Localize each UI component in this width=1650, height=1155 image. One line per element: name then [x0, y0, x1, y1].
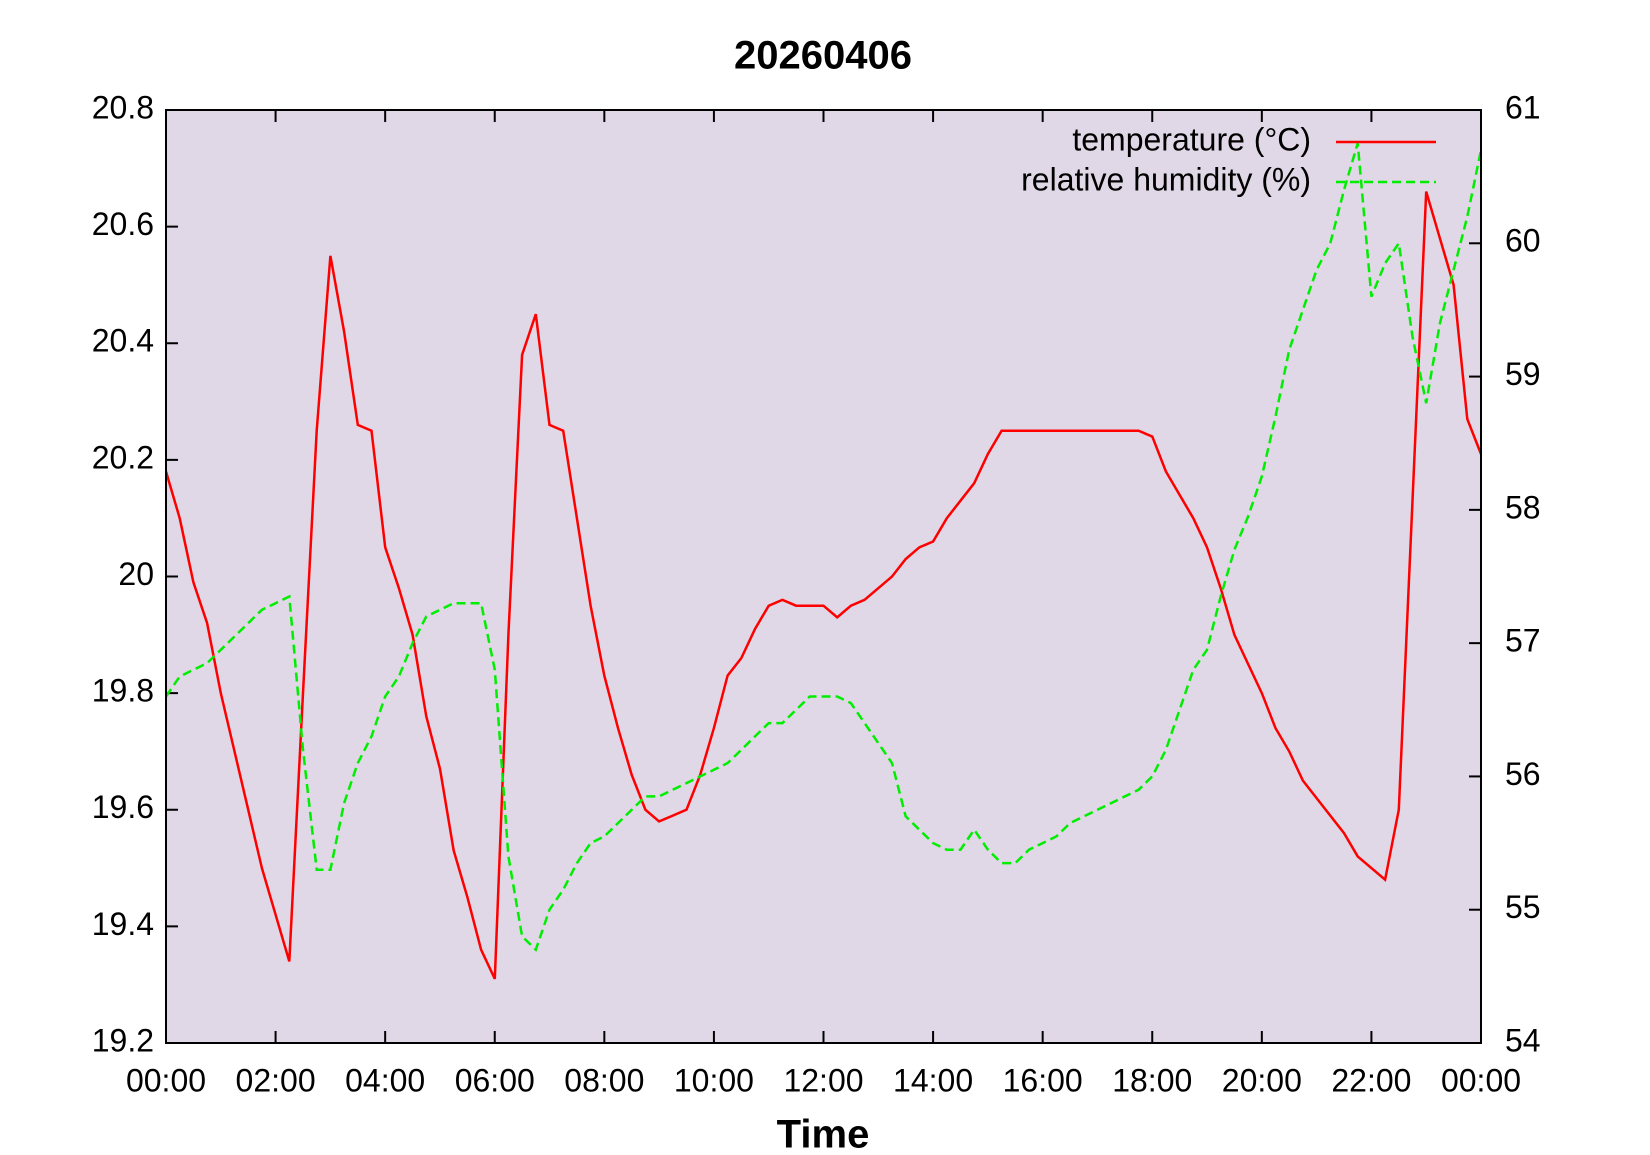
y-tick-label: 19.8	[92, 673, 154, 709]
y2-tick-label: 60	[1505, 223, 1541, 259]
x-tick-label: 02:00	[236, 1062, 316, 1098]
legend-label: relative humidity (%)	[1021, 161, 1311, 197]
y-tick-label: 20	[118, 556, 154, 592]
x-tick-label: 00:00	[126, 1062, 206, 1098]
y2-tick-label: 55	[1505, 889, 1541, 925]
chart-title: 20260406	[734, 34, 912, 78]
y2-tick-label: 59	[1505, 356, 1541, 392]
y2-tick-label: 54	[1505, 1022, 1541, 1058]
x-tick-label: 04:00	[345, 1062, 425, 1098]
x-tick-label: 10:00	[674, 1062, 754, 1098]
y-tick-label: 19.2	[92, 1022, 154, 1058]
x-tick-label: 08:00	[564, 1062, 644, 1098]
series-line	[164, 191, 1483, 980]
x-tick-label: 14:00	[893, 1062, 973, 1098]
legend-label: temperature (°C)	[1072, 121, 1311, 157]
y-tick-label: 19.6	[92, 789, 154, 825]
y-tick-label: 20.8	[92, 89, 154, 125]
y-tick-label: 19.4	[92, 906, 154, 942]
x-tick-label: 12:00	[783, 1062, 863, 1098]
x-tick-label: 06:00	[455, 1062, 535, 1098]
y-tick-label: 20.6	[92, 206, 154, 242]
x-tick-label: 00:00	[1441, 1062, 1521, 1098]
x-tick-label: 20:00	[1222, 1062, 1302, 1098]
y2-tick-label: 58	[1505, 489, 1541, 525]
y-tick-label: 20.4	[92, 323, 154, 359]
x-tick-label: 22:00	[1331, 1062, 1411, 1098]
plot-area	[166, 110, 1481, 1043]
y2-tick-label: 61	[1505, 89, 1541, 125]
x-tick-label: 18:00	[1112, 1062, 1192, 1098]
y2-tick-label: 56	[1505, 756, 1541, 792]
plot-frame	[165, 109, 1482, 1044]
series-line	[164, 142, 1483, 952]
y2-tick-label: 57	[1505, 623, 1541, 659]
x-axis-label: Time	[777, 1113, 870, 1155]
y-tick-label: 20.2	[92, 439, 154, 475]
x-tick-label: 16:00	[1003, 1062, 1083, 1098]
